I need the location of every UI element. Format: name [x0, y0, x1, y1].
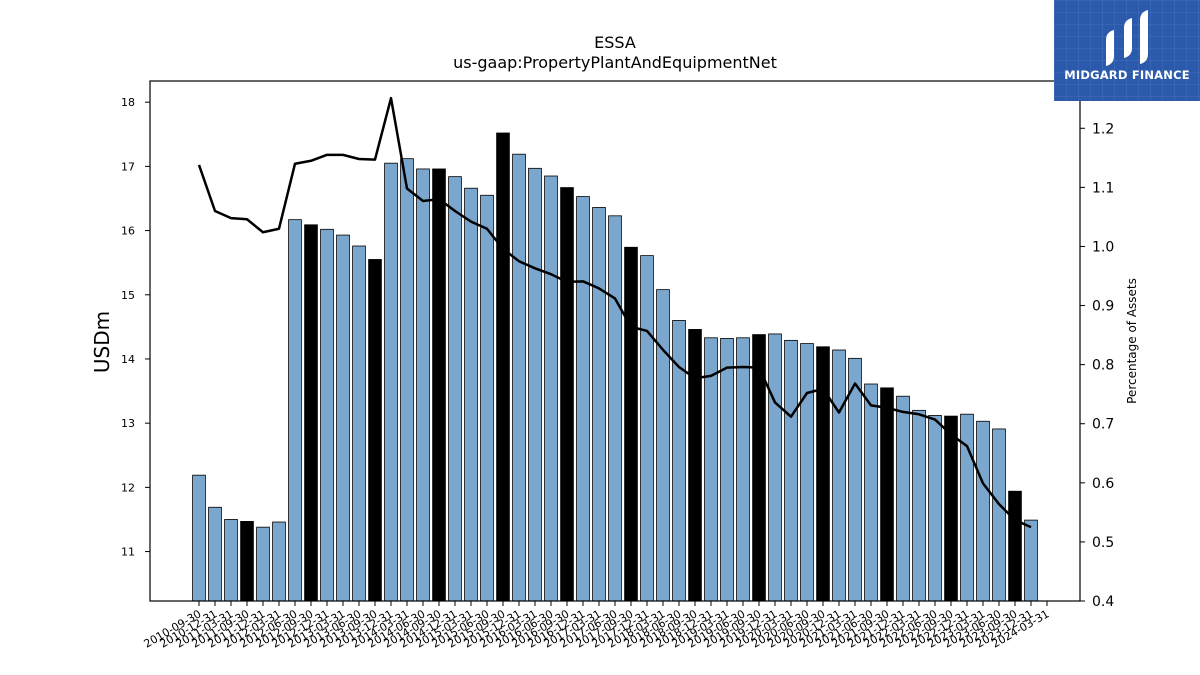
bar — [944, 415, 958, 602]
bar — [336, 234, 350, 602]
bar — [208, 506, 222, 602]
bar — [416, 168, 430, 602]
bar — [640, 255, 654, 602]
bar — [784, 339, 798, 602]
bar — [496, 132, 510, 602]
bar — [512, 153, 526, 602]
x-axis: 2010-09-302010-12-312011-03-312011-09-30… — [142, 601, 1052, 651]
bar — [976, 420, 990, 602]
y-axis-right: 0.4 0.5 0.6 0.7 0.8 0.9 1.0 1.1 1.2 — [1080, 121, 1114, 610]
y2-tick-label: 0.5 — [1092, 535, 1114, 551]
brand-name: MIDGARD FINANCE — [1064, 68, 1190, 82]
y2-tick-label: 1.0 — [1092, 239, 1114, 255]
bar — [320, 228, 334, 602]
brand-logo: MIDGARD FINANCE — [1054, 0, 1200, 101]
y-tick-label: 17 — [121, 160, 135, 173]
bar — [480, 194, 494, 602]
bar — [928, 415, 942, 602]
brand-mark-icon — [1106, 10, 1148, 66]
bar — [768, 333, 782, 602]
bar — [448, 176, 462, 602]
bar — [608, 215, 622, 602]
y-tick-label: 13 — [121, 417, 135, 430]
y2-tick-label: 1.1 — [1092, 180, 1114, 196]
y-tick-label: 18 — [121, 96, 135, 109]
bar — [272, 521, 286, 602]
bar — [736, 337, 750, 602]
bar — [720, 338, 734, 602]
bar — [432, 168, 446, 602]
bar — [848, 357, 862, 602]
y-tick-label: 11 — [121, 546, 135, 559]
bar — [688, 329, 702, 602]
line-series — [197, 96, 1032, 529]
bar — [464, 187, 478, 602]
y-tick-label: 16 — [121, 225, 135, 238]
bar — [624, 246, 638, 602]
bar — [384, 162, 398, 602]
bar — [864, 383, 878, 602]
bar — [288, 219, 302, 602]
y-tick-label: 15 — [121, 289, 135, 302]
bar — [192, 474, 206, 602]
y2-tick-label: 0.4 — [1092, 594, 1114, 610]
bar — [656, 289, 670, 602]
bar — [352, 245, 366, 602]
bar — [528, 167, 542, 602]
bar — [1024, 519, 1038, 602]
bar — [400, 158, 414, 602]
bar — [896, 395, 910, 602]
y2-tick-label: 0.6 — [1092, 476, 1114, 492]
y-axis-label: USDm — [90, 311, 114, 373]
bar — [224, 519, 238, 602]
y2-tick-label: 0.7 — [1092, 417, 1114, 433]
y2-tick-label: 0.9 — [1092, 299, 1114, 315]
y-tick-label: 12 — [121, 481, 135, 494]
bar — [912, 409, 926, 602]
percentage-line — [197, 96, 1032, 529]
y-tick-label: 14 — [121, 353, 135, 366]
bar — [592, 207, 606, 602]
bar — [800, 343, 814, 602]
bar — [240, 521, 254, 602]
bar — [1008, 490, 1022, 602]
bar — [832, 349, 846, 602]
bar — [816, 346, 830, 602]
chart-title: ESSA — [594, 33, 636, 52]
chart-subtitle: us-gaap:PropertyPlantAndEquipmentNet — [453, 53, 777, 72]
y2-tick-label: 1.2 — [1092, 121, 1114, 137]
bar — [992, 428, 1006, 602]
bar — [560, 187, 574, 602]
bar — [544, 175, 558, 602]
bar-series — [192, 132, 1038, 602]
y2-axis-label: Percentage of Assets — [1125, 278, 1139, 404]
bar — [256, 526, 270, 602]
bar — [368, 259, 382, 602]
bar — [880, 387, 894, 602]
bar — [576, 196, 590, 602]
y-axis-left: 11 12 13 14 15 16 17 18 — [121, 96, 150, 559]
y2-tick-label: 0.8 — [1092, 358, 1114, 374]
bar — [304, 224, 318, 602]
